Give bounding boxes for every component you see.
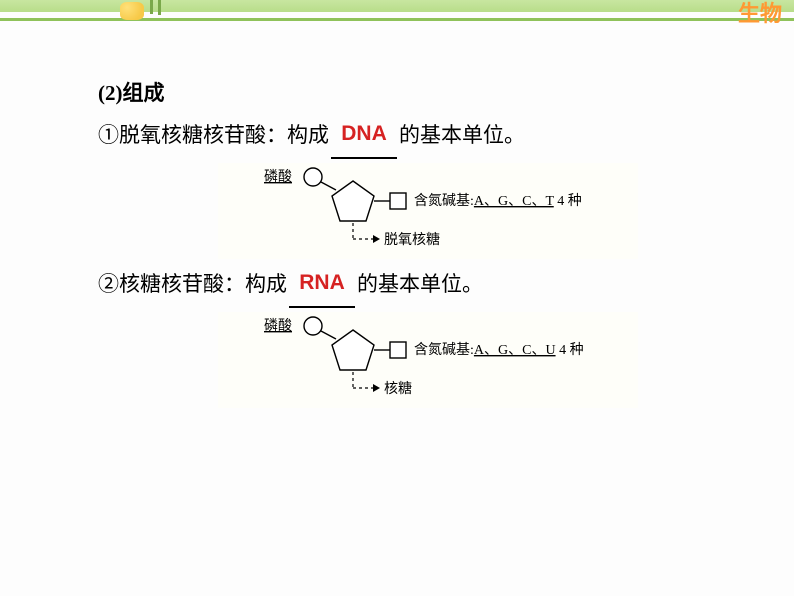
- banner-underline: [0, 18, 794, 21]
- base-label-1: 含氮碱基:A、G、C、T 4 种: [414, 192, 582, 209]
- slide-header-banner: 生物: [0, 0, 794, 24]
- item-1-pre: 脱氧核糖核苷酸：构成: [119, 123, 329, 147]
- phosphate-circle: [304, 317, 322, 335]
- base-label-2: 含氮碱基:A、G、C、U 4 种: [414, 341, 584, 358]
- base-square: [390, 342, 406, 358]
- pentose-pentagon: [332, 181, 374, 221]
- nucleotide-svg-2: 磷酸 含氮碱基:A、G、C、U 4 种 核糖: [218, 312, 638, 408]
- sugar-arrowhead: [373, 235, 380, 243]
- banner-flower-icon: [120, 2, 144, 20]
- bond-1: [321, 331, 336, 339]
- item-2-number: ②: [98, 272, 119, 296]
- heading-text: (2)组成: [98, 81, 165, 105]
- item-2-line: ②核糖核苷酸：构成 RNA 的基本单位。: [98, 263, 696, 308]
- item-1-blank: DNA: [331, 114, 397, 159]
- item-2-blank: RNA: [289, 263, 355, 308]
- item-1-number: ①: [98, 123, 119, 147]
- banner-subject-label: 生物: [738, 0, 782, 28]
- slide-content: (2)组成 ①脱氧核糖核苷酸：构成 DNA 的基本单位。 磷酸 含氮碱基:A、G、C…: [0, 24, 794, 408]
- section-heading: (2)组成: [98, 72, 696, 114]
- sugar-label-2: 核糖: [384, 381, 412, 397]
- item-1-post: 的基本单位。: [399, 123, 525, 147]
- phosphate-label: 磷酸: [264, 318, 292, 334]
- nucleotide-svg-1: 磷酸 含氮碱基:A、G、C、T 4 种 脱氧核糖: [218, 163, 638, 259]
- nucleotide-diagram-1: 磷酸 含氮碱基:A、G、C、T 4 种 脱氧核糖: [218, 163, 638, 259]
- base-square: [390, 193, 406, 209]
- banner-stem-icon: [150, 0, 153, 14]
- item-1-line: ①脱氧核糖核苷酸：构成 DNA 的基本单位。: [98, 114, 696, 159]
- item-2-pre: 核糖核苷酸：构成: [119, 272, 287, 296]
- nucleotide-diagram-2: 磷酸 含氮碱基:A、G、C、U 4 种 核糖: [218, 312, 638, 408]
- phosphate-circle: [304, 168, 322, 186]
- item-2-fill: RNA: [299, 271, 345, 294]
- sugar-arrowhead: [373, 384, 380, 392]
- pentose-pentagon: [332, 330, 374, 370]
- sugar-label-1: 脱氧核糖: [384, 232, 440, 248]
- bond-1: [321, 182, 336, 190]
- phosphate-label: 磷酸: [264, 169, 292, 185]
- item-1-fill: DNA: [341, 122, 387, 145]
- item-2-post: 的基本单位。: [357, 272, 483, 296]
- banner-stem-icon: [158, 0, 161, 15]
